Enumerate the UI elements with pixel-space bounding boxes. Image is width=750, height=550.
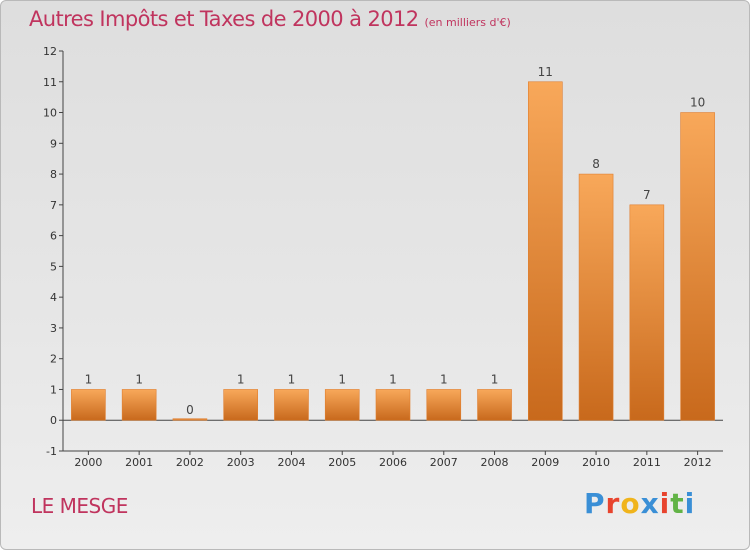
data-label: 7 [643,188,651,202]
bar-2003 [223,389,258,421]
x-tick-label: 2008 [481,456,509,469]
bar-2001 [121,389,157,421]
data-label: 1 [135,372,143,386]
y-tick-label: 7 [50,199,57,212]
logo-letter: r [605,487,621,520]
bar-2002 [172,418,208,421]
y-tick-label: 12 [43,45,57,58]
x-tick-label: 2007 [430,456,458,469]
y-tick-label: 5 [50,260,57,273]
logo-letter: P [584,487,606,520]
y-tick-label: -1 [46,445,57,458]
x-tick-label: 2003 [227,456,255,469]
y-tick-label: 8 [50,168,57,181]
bar-2005 [324,389,360,421]
bar-2010 [578,173,614,421]
logo-letter: t [670,487,685,520]
x-tick-label: 2004 [277,456,305,469]
y-tick-label: 0 [50,414,57,427]
chart-title-block: Autres Impôts et Taxes de 2000 à 2012 (en… [29,7,511,31]
data-label: 10 [690,96,705,110]
x-tick-label: 2009 [531,456,559,469]
data-label: 1 [288,372,296,386]
proxiti-logo[interactable]: Proxiti [584,487,695,520]
y-tick-label: 4 [50,291,57,304]
chart-subtitle: (en milliers d'€) [424,16,511,29]
logo-letter: i [659,487,671,520]
x-tick-label: 2001 [125,456,153,469]
logo-letter: i [684,487,696,520]
logo-letter: o [620,487,641,520]
y-tick-label: 1 [50,383,57,396]
bar-2012 [680,112,715,421]
bar-2008 [477,389,512,421]
data-label: 1 [440,372,448,386]
data-label: 1 [237,372,245,386]
bar-2009 [528,81,563,421]
data-label: 11 [538,65,553,79]
x-tick-label: 2006 [379,456,407,469]
y-tick-label: 10 [43,107,57,120]
y-tick-label: 3 [50,322,57,335]
data-label: 1 [338,372,346,386]
bar-2006 [375,389,411,421]
x-tick-label: 2002 [176,456,204,469]
y-tick-label: 2 [50,353,57,366]
x-tick-label: 2005 [328,456,356,469]
y-tick-label: 9 [50,137,57,150]
data-label: 8 [592,157,600,171]
data-label: 1 [491,372,499,386]
commune-name: LE MESGE [31,494,128,518]
x-tick-label: 2012 [684,456,712,469]
bar-2004 [274,389,309,421]
x-tick-label: 2000 [74,456,102,469]
chart-title: Autres Impôts et Taxes de 2000 à 2012 [29,7,419,31]
y-tick-label: 11 [43,76,57,89]
x-tick-label: 2010 [582,456,610,469]
bar-2011 [629,204,665,421]
data-label: 1 [389,372,397,386]
bar-2000 [71,389,106,421]
x-tick-label: 2011 [633,456,661,469]
y-tick-label: 6 [50,230,57,243]
chart-bars [71,81,715,421]
logo-letter: x [640,487,660,520]
bar-2007 [426,389,462,421]
data-label: 1 [85,372,93,386]
data-label: 0 [186,403,194,417]
